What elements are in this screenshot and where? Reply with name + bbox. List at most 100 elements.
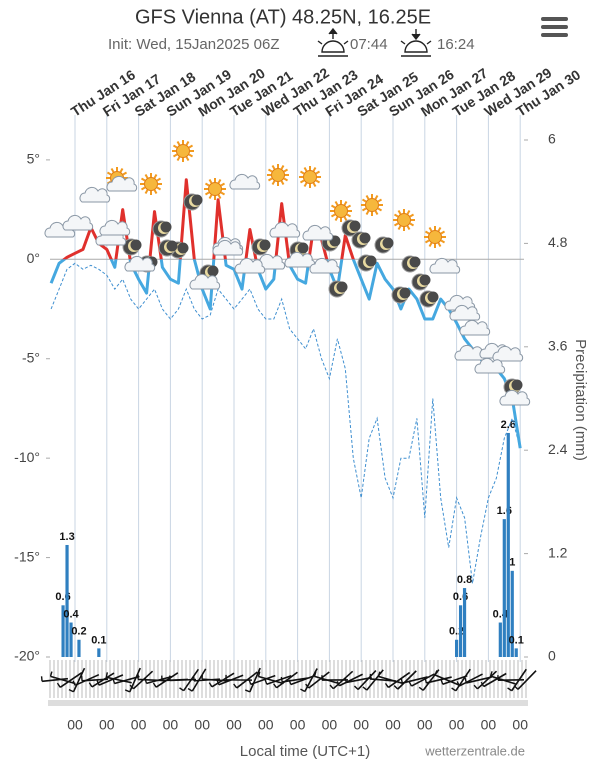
sun-ray [300,181,303,183]
moon-shade [366,256,377,267]
sun-ray [284,179,287,181]
cloud-shape [310,258,340,273]
sun-ray [439,243,441,246]
y2-tick-label: 1.2 [548,544,568,560]
precip-label: 0.2 [71,626,86,638]
menu-button[interactable] [541,17,568,37]
wind-feather [97,681,99,686]
wind-feather [514,686,518,689]
precip-label: 1 [509,557,515,569]
sun-ray [300,172,303,174]
wind-feather [378,672,379,677]
x-tick-label: 00 [449,717,465,733]
x-tick-label: 00 [417,717,433,733]
sun-ray [210,179,212,182]
precip-bar [77,640,80,657]
sunrise-icon [318,29,348,56]
sun-ray [155,174,157,177]
sun-ray [376,211,378,214]
precip-bar [499,623,502,657]
y-tick-label: -20° [14,648,40,664]
cloud-shape [303,225,333,240]
sun-ray [284,170,287,172]
sun-ray [331,206,334,208]
sunrise-time: 07:44 [350,36,388,53]
cloud-icon [100,220,130,235]
sun-ray [282,181,284,184]
sun-ray [408,226,410,229]
sun-ray [316,172,319,174]
sun-ray [210,195,212,198]
sun-ray [316,181,319,183]
sun-ray [441,241,444,243]
moon-shade [208,266,219,277]
wind-feather [281,677,282,682]
y2-tick-label: 0 [548,648,556,664]
sun-icon [361,194,383,216]
sun-ray [394,215,397,217]
cloud-icon [63,215,93,230]
y-tick-label: -5° [22,349,40,365]
cloud-shape [190,274,220,289]
sun-ray [314,167,316,170]
sun-ray [439,227,441,230]
y2-axis-label: Precipitation (mm) [572,339,589,461]
sun-ray [121,168,123,171]
sun-ray [347,215,350,217]
sun-ray [345,217,347,220]
sun-ray [399,226,401,229]
cloud-shape [460,320,490,335]
wind-feather [394,686,398,690]
moon-icon [392,287,411,303]
wind-feather [474,685,477,689]
moon-shade [260,240,271,251]
x-tick-label: 00 [163,717,179,733]
sun-icon [299,166,321,188]
x-tick-label: 00 [512,717,528,733]
sun-ray [221,193,224,195]
moon-shade [131,240,142,251]
sunset-time: 16:24 [437,36,475,53]
y-tick-label: -15° [14,548,40,564]
cloud-icon [310,258,340,273]
sun-icon [140,173,162,195]
y2-tick-label: 2.4 [548,441,568,457]
sun-disc [398,214,411,227]
cloud-shape [270,222,300,237]
x-tick-label: 00 [131,717,147,733]
sun-ray [273,165,275,168]
sun-ray [141,188,144,190]
moon-shade [178,243,189,254]
sun-disc [304,171,317,184]
wind-feather [300,689,304,691]
sun-ray [378,200,381,202]
cloud-shape [475,358,505,373]
moon-icon [352,232,371,248]
x-tick-label: 00 [481,717,497,733]
cloud-icon [460,320,490,335]
x-tick-label: 00 [194,717,210,733]
x-tick-label: 00 [99,717,115,733]
time-band [48,700,528,706]
y-tick-label: 0° [27,250,40,266]
sun-ray [187,141,189,144]
moon-icon [184,194,203,210]
precip-bar [97,648,100,657]
sun-disc [209,183,222,196]
sun-ray [219,179,221,182]
x-tick-label: 00 [353,717,369,733]
sunset-icon [401,29,431,56]
sun-ray [367,211,369,214]
precip-label: 0.4 [493,608,509,620]
sun-ray [187,157,189,160]
sun-ray [362,200,365,202]
moon-icon [412,274,431,290]
sun-disc [366,199,379,212]
moon-shade [350,221,361,232]
precip-bar [65,545,68,657]
sun-ray [221,184,224,186]
sun-ray [345,201,347,204]
precip-label: 0.4 [63,608,79,620]
cloud-icon [80,187,110,202]
